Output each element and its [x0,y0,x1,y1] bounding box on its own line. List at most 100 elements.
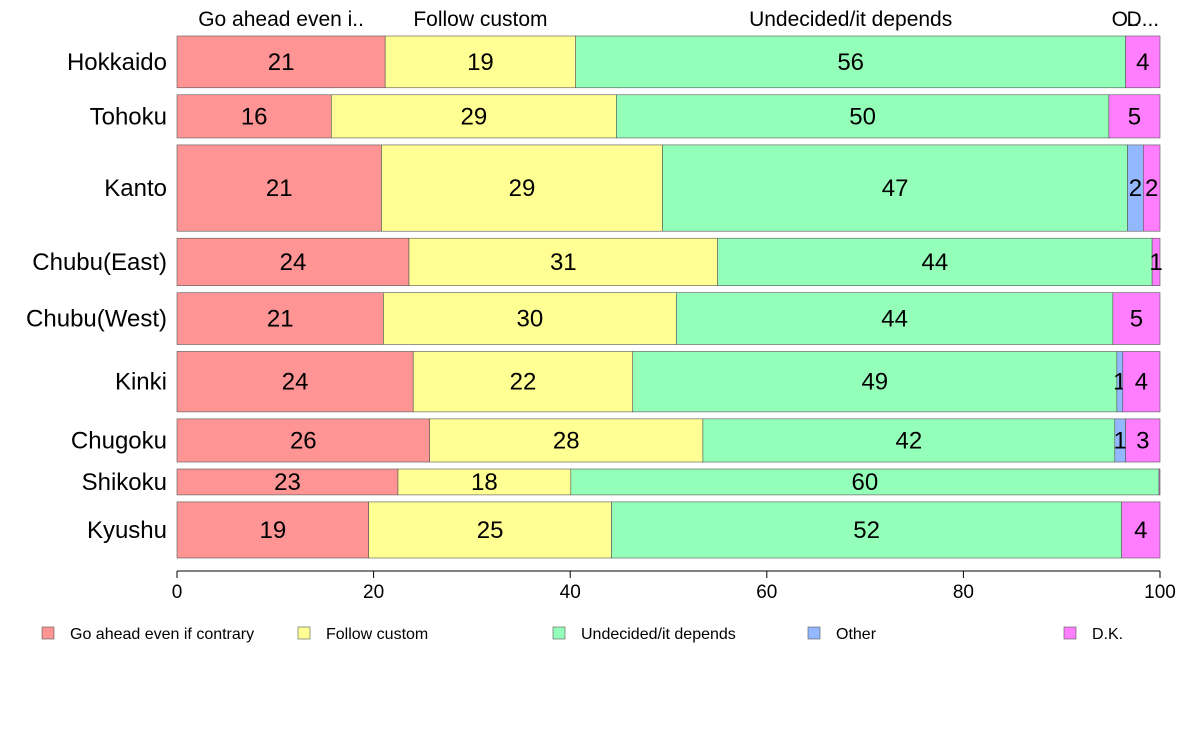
bar-chubu-east-undecided-it-depends [717,237,1153,286]
legend-label-d-k: D.K. [1092,626,1123,643]
data-label-chubu-east-d-k: 1 [1149,249,1162,276]
data-label-kanto-go-ahead-even-if-contrary: 21 [266,175,293,202]
bar-chugoku-undecided-it-depends [702,418,1116,463]
bar-kinki-undecided-it-depends [632,351,1118,413]
legend-label-follow-custom: Follow custom [326,626,428,643]
top-label-undecided-it-depends: Undecided/it depends [749,8,952,31]
data-label-kyushu-d-k: 4 [1134,517,1147,544]
bar-kinki-d-k [1122,351,1161,413]
bar-tohoku-follow-custom [331,94,617,139]
legend-swatch-undecided-it-depends [552,626,566,640]
top-label-go-ahead-even-if-contrary: Go ahead even i.. [198,8,364,31]
category-label-kinki: Kinki [115,369,167,396]
data-label-kanto-d-k: 2 [1145,175,1158,202]
legend-swatch-other [807,626,821,640]
top-label-other: O.. [1112,8,1140,31]
bar-kanto-go-ahead-even-if-contrary [176,144,382,232]
data-label-chugoku-follow-custom: 28 [553,427,580,454]
data-label-chubu-west-d-k: 5 [1130,306,1143,333]
data-label-kyushu-go-ahead-even-if-contrary: 19 [259,517,286,544]
category-labels: Hokkaido Tohoku Kanto Chubu(East) Chubu(West… [26,49,167,544]
data-label-shikoku-go-ahead-even-if-contrary: 23 [274,469,301,496]
data-label-kyushu-follow-custom: 25 [477,517,504,544]
data-label-tohoku-go-ahead-even-if-contrary: 16 [241,103,268,130]
data-label-hokkaido-go-ahead-even-if-contrary: 21 [268,49,295,76]
x-tick-label-100: 100 [1144,582,1176,603]
data-label-hokkaido-undecided-it-depends: 56 [837,49,864,76]
bar-kyushu-d-k [1121,501,1161,559]
category-label-shikoku: Shikoku [82,469,167,496]
bar-chubu-east-d-k [1151,237,1161,286]
bar-shikoku-go-ahead-even-if-contrary [176,468,399,496]
data-label-kanto-undecided-it-depends: 47 [882,175,909,202]
legend: Go ahead even if contrary Follow custom Un… [41,626,1123,643]
bar-tohoku-d-k [1108,94,1161,139]
data-label-shikoku-follow-custom: 18 [471,469,498,496]
bar-chugoku-d-k [1125,418,1161,463]
data-label-kinki-follow-custom: 22 [510,369,537,396]
bar-chubu-west-go-ahead-even-if-contrary [176,292,384,345]
data-label-kanto-follow-custom: 29 [509,175,536,202]
data-label-tohoku-d-k: 5 [1128,103,1141,130]
bar-kanto-follow-custom [381,144,663,232]
bar-hokkaido-d-k [1125,35,1161,89]
bar-kinki-go-ahead-even-if-contrary [176,351,414,413]
category-label-chubu-west: Chubu(West) [26,306,167,333]
bar-shikoku-undecided-it-depends [570,468,1160,496]
data-label-chugoku-other: 1 [1114,427,1127,454]
legend-label-other: Other [836,626,877,643]
data-label-chubu-west-go-ahead-even-if-contrary: 21 [267,306,294,333]
data-label-hokkaido-follow-custom: 19 [467,49,494,76]
bar-chubu-west-d-k [1112,292,1161,345]
x-axis: 0 20 40 60 80 100 [172,570,1176,603]
data-label-kinki-go-ahead-even-if-contrary: 24 [282,369,309,396]
data-label-chubu-east-undecided-it-depends: 44 [922,249,949,276]
data-label-tohoku-undecided-it-depends: 50 [849,103,876,130]
data-label-chugoku-d-k: 3 [1136,427,1149,454]
data-label-chubu-west-follow-custom: 30 [517,306,544,333]
data-label-chubu-west-undecided-it-depends: 44 [881,306,908,333]
data-label-kanto-other: 2 [1129,175,1142,202]
bar-kanto-d-k [1142,144,1161,232]
legend-swatch-follow-custom [297,626,311,640]
bar-tohoku-go-ahead-even-if-contrary [176,94,332,139]
data-label-chubu-east-go-ahead-even-if-contrary: 24 [280,249,307,276]
category-label-kanto: Kanto [104,175,167,202]
category-label-chugoku: Chugoku [71,427,167,454]
data-label-chugoku-go-ahead-even-if-contrary: 26 [290,427,317,454]
data-label-kinki-undecided-it-depends: 49 [861,369,888,396]
data-label-chugoku-undecided-it-depends: 42 [895,427,922,454]
bar-chubu-east-go-ahead-even-if-contrary [176,237,410,286]
bar-chubu-west-undecided-it-depends [676,292,1114,345]
category-label-tohoku: Tohoku [90,103,167,130]
legend-label-go-ahead-even-if-contrary: Go ahead even if contrary [70,626,254,643]
category-label-kyushu: Kyushu [87,517,167,544]
category-label-chubu-east: Chubu(East) [32,249,167,276]
data-label-shikoku-undecided-it-depends: 60 [852,469,879,496]
bar-kyushu-undecided-it-depends [611,501,1122,559]
top-label-d-k: D... [1126,8,1159,31]
data-label-kinki-d-k: 4 [1135,369,1148,396]
bar-shikoku-follow-custom [397,468,572,496]
bar-tohoku-undecided-it-depends [616,94,1110,139]
bar-kanto-undecided-it-depends [662,144,1128,232]
category-label-hokkaido: Hokkaido [67,49,167,76]
x-tick-label-20: 20 [363,582,384,603]
top-series-labels: Go ahead even i.. Follow custom Undecided/… [198,8,1159,31]
legend-swatch-d-k [1063,626,1077,640]
bar-chubu-east-follow-custom [408,237,718,286]
data-label-chubu-east-follow-custom: 31 [550,249,577,276]
x-tick-label-80: 80 [953,582,974,603]
bar-shikoku-d-k [1158,468,1161,496]
bar-chugoku-go-ahead-even-if-contrary [176,418,430,463]
top-label-follow-custom: Follow custom [413,8,547,31]
bar-chugoku-follow-custom [429,418,704,463]
bars: 21 19 56 416 29 50 521 29 47 2 224 31 44 121 30 44 524 22… [176,35,1163,559]
legend-label-undecided-it-depends: Undecided/it depends [581,626,736,643]
bar-chubu-west-follow-custom [383,292,677,345]
x-tick-label-40: 40 [560,582,581,603]
x-tick-label-0: 0 [172,582,183,603]
legend-swatch-go-ahead-even-if-contrary [41,626,55,640]
data-label-kyushu-undecided-it-depends: 52 [853,517,880,544]
